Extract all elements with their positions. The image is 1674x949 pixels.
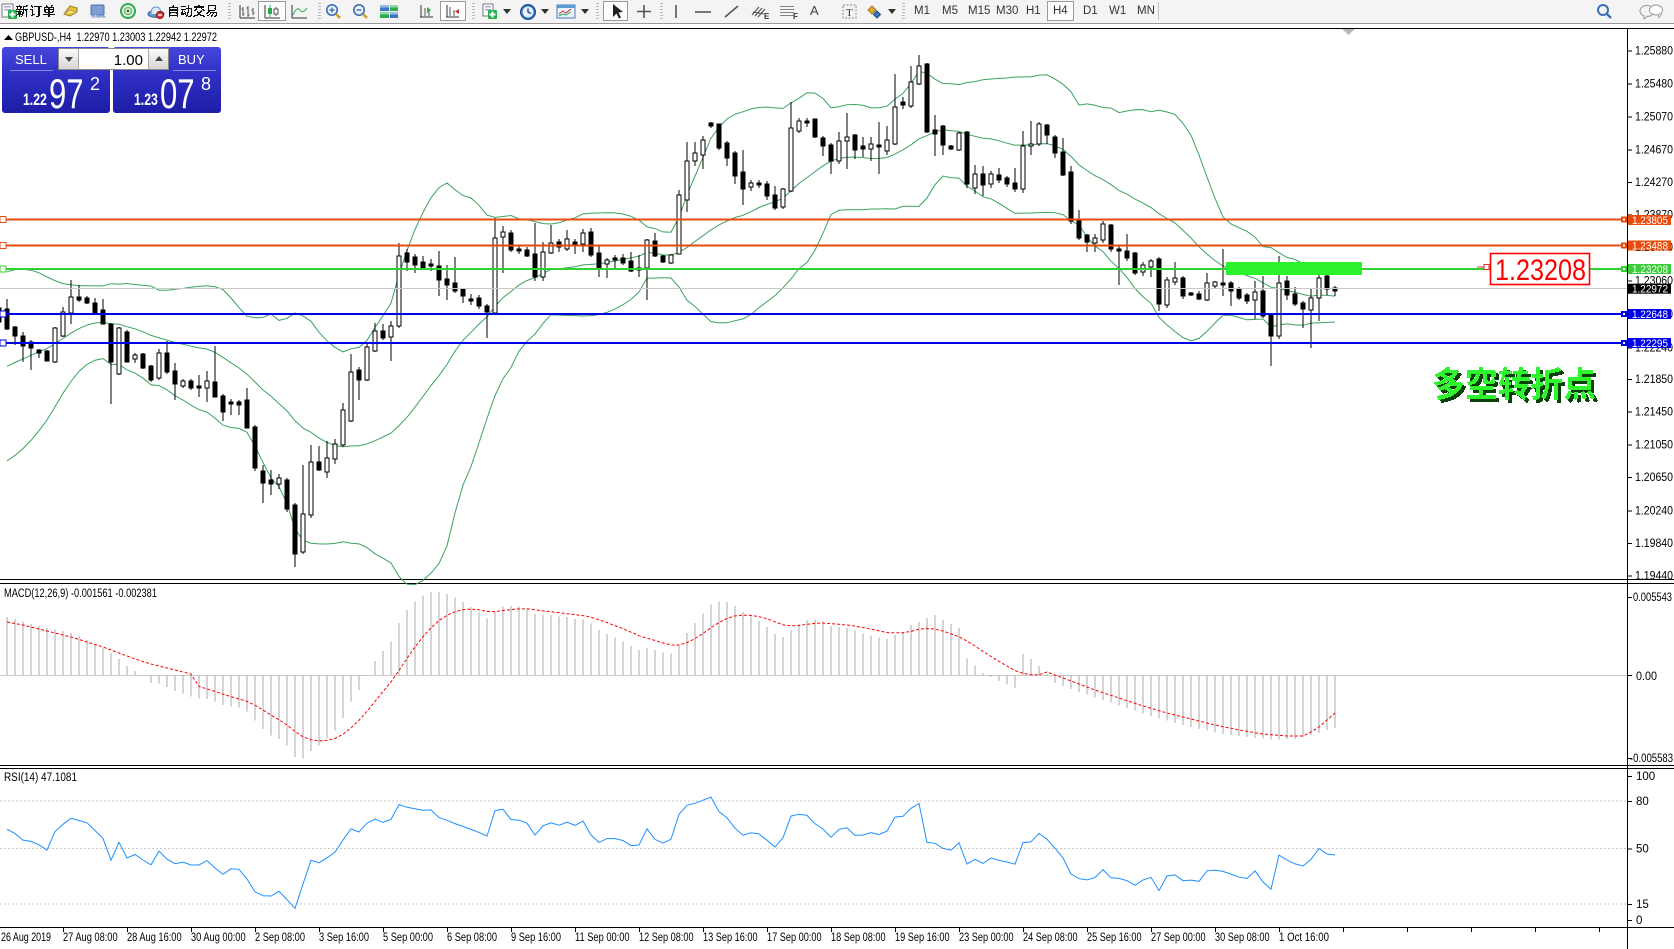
- svg-text:1.25480: 1.25480: [1635, 78, 1673, 90]
- svg-text:1.19440: 1.19440: [1635, 571, 1673, 583]
- svg-text:30 Aug 00:00: 30 Aug 00:00: [191, 932, 246, 944]
- svg-text:GBPUSD-,H4 1.22970 1.23003 1.: GBPUSD-,H4 1.22970 1.23003 1.22942 1.229…: [15, 30, 217, 44]
- svg-text:F: F: [793, 12, 798, 20]
- svg-text:RSI(14) 47.1081: RSI(14) 47.1081: [4, 772, 77, 784]
- svg-text:27 Aug 08:00: 27 Aug 08:00: [63, 932, 118, 944]
- svg-text:5 Sep 00:00: 5 Sep 00:00: [383, 932, 433, 944]
- svg-text:1 Oct 16:00: 1 Oct 16:00: [1279, 932, 1329, 944]
- svg-text:17 Sep 00:00: 17 Sep 00:00: [767, 932, 822, 944]
- svg-text:12 Sep 08:00: 12 Sep 08:00: [639, 932, 694, 944]
- svg-text:2 Sep 08:00: 2 Sep 08:00: [255, 932, 305, 944]
- svg-text:6 Sep 08:00: 6 Sep 08:00: [447, 932, 497, 944]
- svg-text:25 Sep 16:00: 25 Sep 16:00: [1087, 932, 1142, 944]
- svg-text:1.22972: 1.22972: [1632, 284, 1668, 296]
- svg-text:80: 80: [1636, 796, 1649, 808]
- svg-text:1.25880: 1.25880: [1635, 46, 1673, 58]
- svg-text:T: T: [846, 7, 853, 19]
- svg-text:28 Aug 16:00: 28 Aug 16:00: [127, 932, 182, 944]
- svg-text:19 Sep 16:00: 19 Sep 16:00: [895, 932, 950, 944]
- svg-text:50: 50: [1636, 844, 1649, 856]
- svg-text:27 Sep 00:00: 27 Sep 00:00: [1151, 932, 1206, 944]
- svg-text:11 Sep 00:00: 11 Sep 00:00: [575, 932, 630, 944]
- svg-text:1.23805: 1.23805: [1632, 215, 1668, 227]
- svg-text:23 Sep 00:00: 23 Sep 00:00: [959, 932, 1014, 944]
- svg-text:100: 100: [1636, 771, 1655, 783]
- svg-text:24 Sep 08:00: 24 Sep 08:00: [1023, 932, 1078, 944]
- svg-text:E: E: [764, 12, 770, 20]
- svg-text:3 Sep 16:00: 3 Sep 16:00: [319, 932, 369, 944]
- svg-text:-0.005583: -0.005583: [1630, 753, 1673, 765]
- svg-text:9 Sep 16:00: 9 Sep 16:00: [511, 932, 561, 944]
- svg-text:1.19840: 1.19840: [1635, 538, 1673, 550]
- svg-text:1.22295: 1.22295: [1632, 338, 1668, 350]
- svg-text:0.005543: 0.005543: [1633, 592, 1672, 604]
- svg-text:MACD(12,26,9) -0.001561 -0.002: MACD(12,26,9) -0.001561 -0.002381: [4, 588, 157, 600]
- svg-text:30 Sep 08:00: 30 Sep 08:00: [1215, 932, 1270, 944]
- svg-text:1.24670: 1.24670: [1635, 144, 1673, 156]
- svg-text:1.21050: 1.21050: [1635, 439, 1673, 451]
- svg-text:1.23208: 1.23208: [1495, 254, 1586, 287]
- svg-text:1.20240: 1.20240: [1635, 505, 1673, 517]
- svg-text:1.21850: 1.21850: [1635, 374, 1673, 386]
- svg-text:1.23208: 1.23208: [1632, 264, 1668, 276]
- svg-text:1.23488: 1.23488: [1632, 241, 1668, 253]
- svg-text:1.22648: 1.22648: [1632, 309, 1668, 321]
- svg-text:18 Sep 08:00: 18 Sep 08:00: [831, 932, 886, 944]
- svg-text:26 Aug 2019: 26 Aug 2019: [1, 932, 51, 944]
- svg-text:13 Sep 16:00: 13 Sep 16:00: [703, 932, 758, 944]
- svg-text:0.00: 0.00: [1636, 671, 1657, 683]
- svg-text:1.24270: 1.24270: [1635, 177, 1673, 189]
- svg-text:1.21450: 1.21450: [1635, 407, 1673, 419]
- svg-text:1.25070: 1.25070: [1635, 112, 1673, 124]
- svg-text:1.20650: 1.20650: [1635, 472, 1673, 484]
- svg-text:0: 0: [1636, 915, 1642, 927]
- svg-text:15: 15: [1636, 899, 1649, 911]
